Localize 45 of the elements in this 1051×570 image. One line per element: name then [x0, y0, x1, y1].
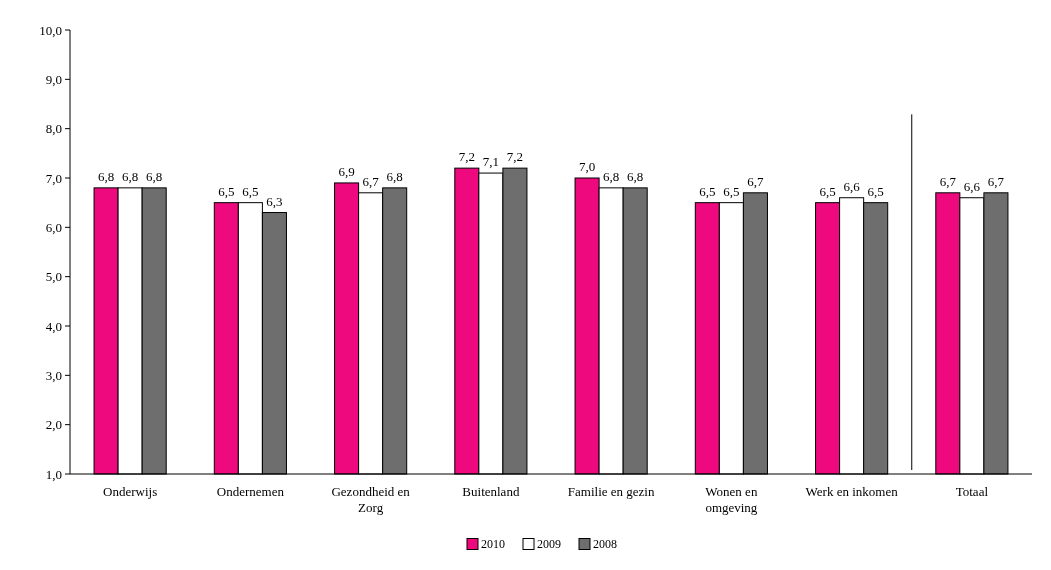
data-label: 6,5 [242, 183, 259, 199]
x-tick-label: Gezondheid en Zorg [331, 484, 411, 515]
data-label: 6,5 [819, 183, 836, 199]
data-label: 6,7 [747, 173, 765, 189]
data-label: 6,5 [699, 183, 716, 199]
data-label: 6,8 [627, 168, 644, 184]
data-label: 6,6 [963, 178, 981, 194]
y-tick-label: 5,0 [45, 269, 62, 285]
data-label: 6,9 [338, 163, 355, 179]
legend-label: 2009 [537, 537, 561, 552]
legend-label: 2008 [593, 537, 617, 552]
data-label: 6,8 [386, 168, 403, 184]
x-tick-label: Familie en gezin [567, 484, 655, 499]
y-tick-label: 8,0 [45, 121, 62, 137]
y-tick-label: 2,0 [45, 417, 62, 433]
y-tick-label: 7,0 [45, 170, 62, 186]
y-tick-label: 6,0 [45, 219, 62, 235]
y-tick-label: 9,0 [45, 71, 62, 87]
data-label: 6,5 [723, 183, 740, 199]
data-label: 6,5 [867, 183, 884, 199]
x-tick-label: Onderwijs [103, 484, 158, 499]
data-label: 7,2 [506, 149, 524, 165]
data-label: 6,7 [939, 173, 957, 189]
x-tick-label: Totaal [955, 484, 989, 499]
data-label: 6,3 [266, 193, 283, 209]
data-label: 6,8 [122, 168, 139, 184]
data-label: 6,8 [97, 168, 115, 184]
data-label: 7,0 [578, 159, 596, 174]
data-label: 6,7 [987, 173, 1005, 189]
y-tick-label: 3,0 [45, 367, 62, 383]
x-tick-label: Ondernemen [216, 484, 285, 499]
data-label: 6,5 [218, 183, 235, 199]
data-label: 7,2 [458, 149, 475, 165]
y-tick-label: 10,0 [39, 22, 62, 38]
y-tick-label: 1,0 [45, 466, 62, 482]
data-label: 6,8 [146, 168, 163, 184]
legend-label: 2010 [481, 537, 505, 552]
x-tick-label: Buitenland [462, 484, 520, 499]
x-tick-label: Werk en inkomen [805, 484, 899, 499]
data-label: 6,6 [843, 178, 861, 194]
data-label: 6,7 [362, 173, 380, 189]
y-tick-label: 4,0 [45, 318, 62, 334]
x-tick-label: Wonen en omgeving [705, 484, 758, 515]
data-label: 6,8 [603, 168, 620, 184]
data-label: 7,1 [482, 154, 499, 170]
